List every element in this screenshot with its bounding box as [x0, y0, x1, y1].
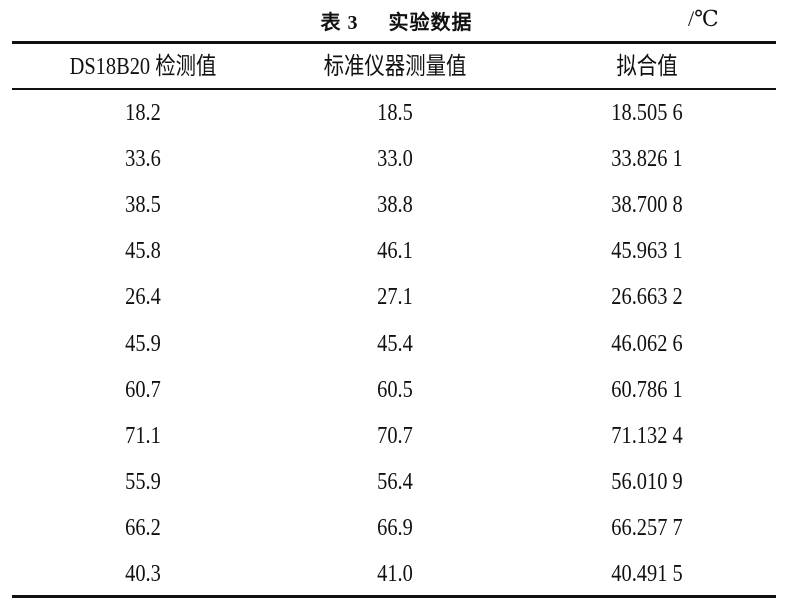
cell-ds18b20: 71.1: [125, 422, 161, 449]
cell-standard: 46.1: [377, 238, 413, 265]
cell-ds18b20: 45.8: [125, 238, 161, 265]
cell-ds18b20: 45.9: [125, 330, 161, 357]
cell-standard: 18.5: [377, 100, 413, 126]
cell-standard: 56.4: [377, 468, 413, 495]
cell-ds18b20: 66.2: [125, 514, 161, 541]
header-rule: [12, 88, 776, 90]
header-ds18b20: DS18B20 检测值: [69, 54, 217, 80]
cell-fitted: 56.010 9: [611, 468, 683, 495]
table-caption: 表 3 实验数据: [0, 6, 793, 35]
cell-fitted: 40.491 5: [611, 561, 683, 587]
top-rule: [12, 41, 776, 44]
unit-label: /℃: [688, 6, 719, 31]
cell-standard: 38.8: [377, 192, 413, 219]
cell-standard: 60.5: [377, 376, 413, 403]
cell-ds18b20: 26.4: [125, 284, 161, 311]
cell-standard: 70.7: [377, 422, 413, 449]
cell-ds18b20: 33.6: [125, 146, 161, 173]
cell-ds18b20: 55.9: [125, 468, 161, 495]
header-standard: 标准仪器测量值: [323, 54, 467, 80]
cell-fitted: 18.505 6: [611, 100, 683, 126]
cell-fitted: 33.826 1: [611, 146, 683, 173]
table-title: 实验数据: [388, 12, 473, 34]
cell-ds18b20: 60.7: [125, 376, 161, 403]
bottom-rule: [12, 595, 776, 598]
cell-fitted: 60.786 1: [611, 376, 683, 403]
cell-standard: 33.0: [377, 146, 413, 173]
cell-fitted: 71.132 4: [611, 422, 683, 449]
cell-fitted: 38.700 8: [611, 192, 683, 219]
cell-fitted: 26.663 2: [611, 284, 683, 311]
cell-fitted: 45.963 1: [611, 238, 683, 265]
cell-standard: 66.9: [377, 514, 413, 541]
cell-standard: 41.0: [377, 561, 413, 587]
table-number: 表 3: [320, 12, 359, 34]
cell-standard: 27.1: [377, 284, 413, 311]
cell-fitted: 46.062 6: [611, 330, 683, 357]
cell-standard: 45.4: [377, 330, 413, 357]
cell-ds18b20: 40.3: [125, 561, 161, 587]
cell-ds18b20: 38.5: [125, 192, 161, 219]
cell-ds18b20: 18.2: [125, 100, 161, 126]
cell-fitted: 66.257 7: [611, 514, 683, 541]
header-fitted: 拟合值: [616, 54, 678, 80]
